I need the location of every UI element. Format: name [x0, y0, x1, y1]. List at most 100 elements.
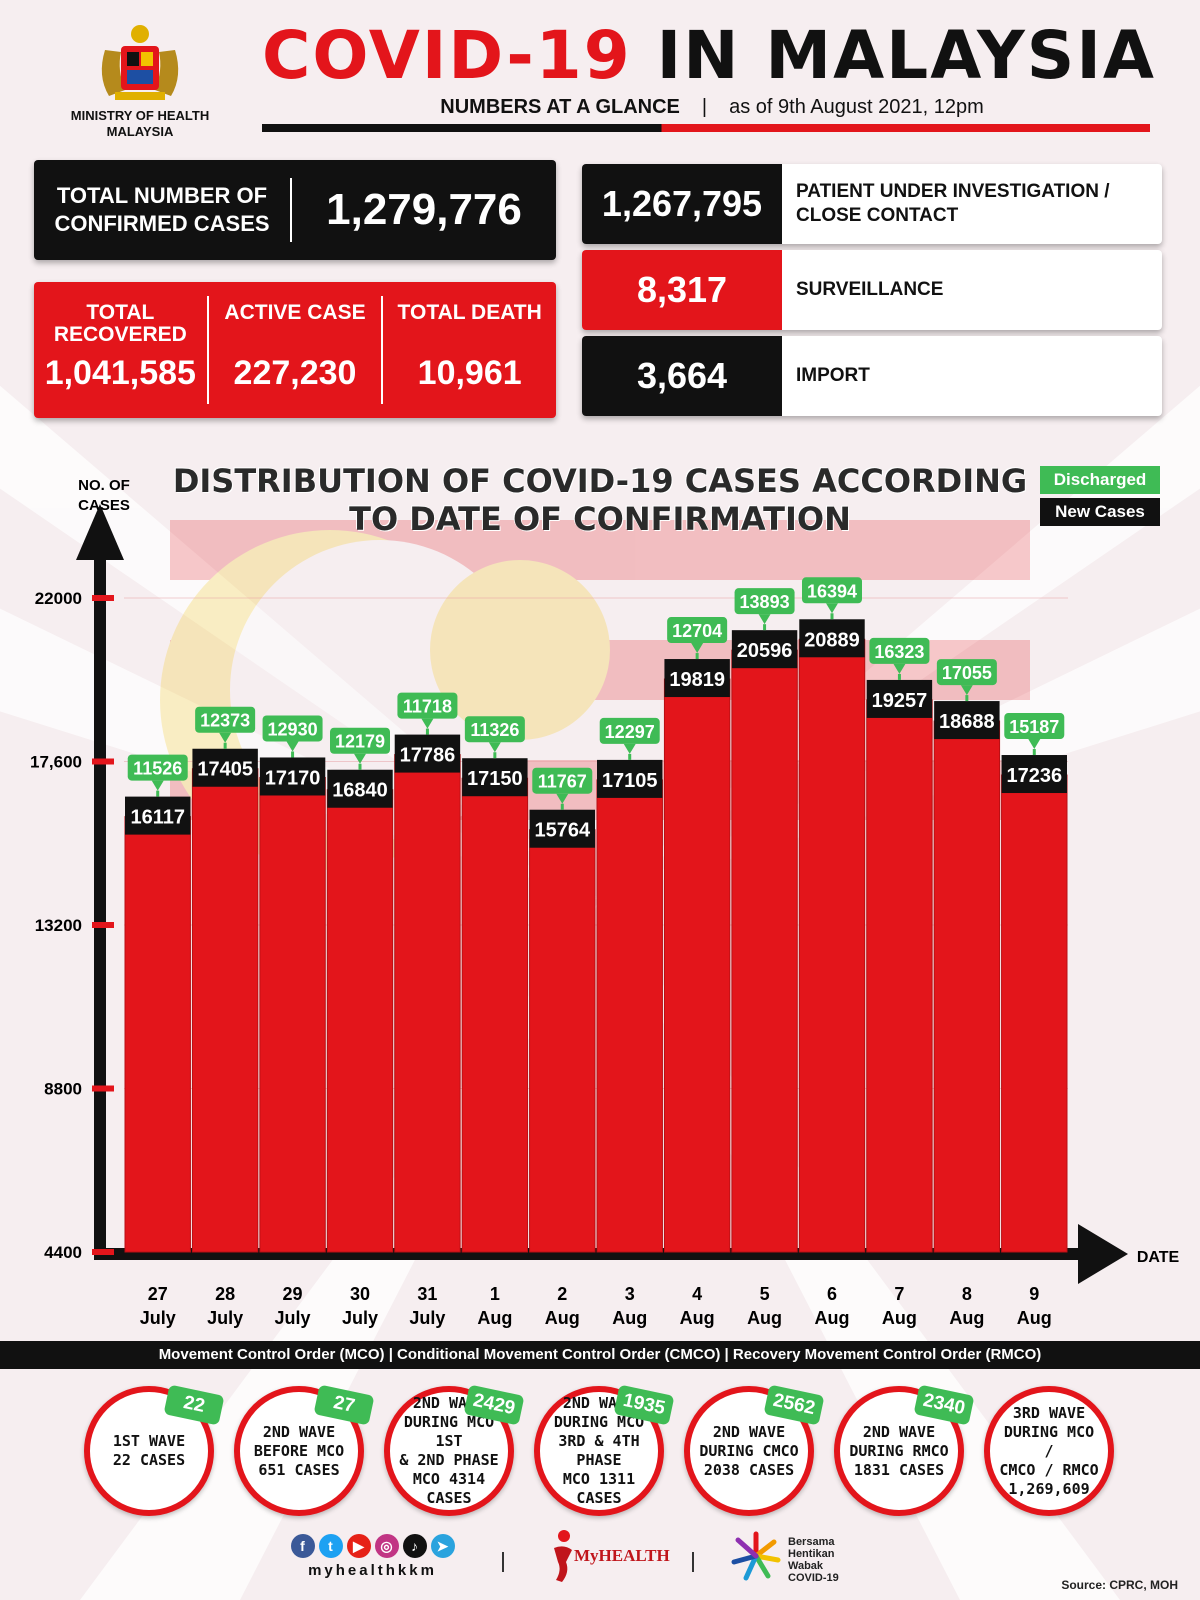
- bar: [191, 768, 259, 1253]
- x-tick-month: July: [207, 1308, 243, 1328]
- source-row-import: 3,664 IMPORT: [582, 336, 1162, 416]
- discharged-pointer: [488, 742, 501, 753]
- twitter-icon[interactable]: t: [318, 1534, 343, 1558]
- source-row-pui: 1,267,795 PATIENT UNDER INVESTIGATION / …: [582, 164, 1162, 244]
- wave-circle: 2ND WAVE BEFORE MCO 651 CASES 27: [234, 1384, 375, 1516]
- new-cases-label: 19257: [872, 690, 928, 712]
- discharged-label: 12373: [200, 711, 250, 731]
- x-tick-day: 28: [215, 1284, 235, 1304]
- new-cases-label-box: [1001, 755, 1067, 794]
- discharged-pointer: [151, 780, 164, 791]
- x-axis-label: DATE: [1137, 1249, 1180, 1266]
- discharged-label-box: [127, 754, 188, 781]
- discharged-pointer: [1028, 739, 1041, 750]
- y-tick-mark: [92, 1085, 114, 1092]
- x-tick-month: Aug: [477, 1308, 512, 1328]
- tiktok-icon[interactable]: ♪: [402, 1534, 427, 1558]
- new-cases-label: 16117: [130, 807, 185, 829]
- x-tick-day: 2: [557, 1284, 567, 1304]
- legend-discharged: Discharged: [1040, 466, 1160, 494]
- discharged-label-box: [869, 637, 930, 664]
- new-cases-label-box: [866, 679, 933, 718]
- bar: [663, 678, 731, 1253]
- wave-circle: 2ND WAVE DURING MCO 1ST & 2ND PHASE MCO …: [384, 1384, 525, 1516]
- x-tick-month: Aug: [882, 1308, 917, 1328]
- social-handle: myhealthkkm: [308, 1562, 437, 1579]
- death-stat: TOTAL DEATH 10,961: [381, 296, 556, 404]
- death-value: 10,961: [417, 354, 522, 392]
- new-cases-label-box: [934, 701, 1000, 740]
- discharged-label: 11326: [470, 720, 519, 740]
- discharged-label: 16323: [874, 642, 924, 662]
- bar: [596, 779, 663, 1253]
- y-tick-mark: [92, 595, 114, 601]
- chart-legend: Discharged New Cases: [1040, 466, 1160, 530]
- y-tick-mark: [92, 1249, 114, 1255]
- discharged-pointer: [960, 685, 973, 696]
- facebook-icon[interactable]: f: [290, 1534, 315, 1558]
- wave-badge: 2340: [913, 1384, 975, 1426]
- discharged-pointer: [421, 718, 434, 729]
- discharged-label: 12297: [605, 722, 655, 742]
- new-cases-label: 15764: [534, 820, 590, 842]
- wave-text: 2ND WAVE BEFORE MCO 651 CASES: [253, 1422, 345, 1479]
- y-tick-label: 22000: [35, 589, 82, 608]
- discharged-pointer: [826, 603, 838, 614]
- header-rule: [262, 124, 1150, 132]
- source-value: 1,267,795: [582, 164, 782, 244]
- confirmed-label: TOTAL NUMBER OF CONFIRMED CASES: [34, 178, 292, 242]
- wave-badge: 27: [313, 1384, 375, 1426]
- y-axis: [94, 540, 106, 1260]
- y-tick-label: 17,600: [30, 753, 82, 772]
- wave-timeline: 1ST WAVE 22 CASES 22 2ND WAVE BEFORE MCO 6…: [74, 1378, 1164, 1518]
- wave-text: 3RD WAVE DURING MCO / CMCO / RMCO 1,269,…: [999, 1403, 1099, 1498]
- wave-circle: 3RD WAVE DURING MCO / CMCO / RMCO 1,269,…: [984, 1386, 1114, 1516]
- discharged-label: 17055: [942, 663, 992, 683]
- subtitle-separator: |: [701, 96, 708, 118]
- wave-text: 1ST WAVE 22 CASES: [112, 1432, 186, 1469]
- x-tick-month: Aug: [815, 1308, 850, 1328]
- wave-circle: 2ND WAVE DURING RMCO 1831 CASES 2340: [834, 1384, 975, 1516]
- wave-circle: 2ND WAVE DURING CMCO 2038 CASES 2562: [684, 1384, 825, 1516]
- bar: [394, 754, 461, 1253]
- discharged-label: 15187: [1009, 717, 1059, 737]
- x-tick-month: July: [342, 1308, 378, 1328]
- x-tick-day: 30: [350, 1284, 370, 1304]
- discharged-label: 13893: [740, 592, 790, 612]
- new-cases-label-box: [664, 659, 730, 698]
- social-icons: f t ▶ ◎ ♪ ➤: [285, 1534, 460, 1558]
- x-tick-day: 9: [1029, 1284, 1039, 1304]
- discharged-label-box: [262, 715, 323, 742]
- myhealth-figure-icon: [554, 1530, 572, 1582]
- telegram-icon[interactable]: ➤: [430, 1534, 455, 1558]
- social-links: f t ▶ ◎ ♪ ➤ myhealthkkm: [285, 1534, 460, 1579]
- recovered-value: 1,041,585: [44, 354, 196, 392]
- source-label: SURVEILLANCE: [796, 279, 944, 300]
- x-tick-month: July: [409, 1308, 445, 1328]
- new-cases-label-box: [731, 630, 798, 669]
- discharged-label: 11718: [403, 697, 452, 717]
- x-tick-month: Aug: [680, 1308, 715, 1328]
- discharged-label: 12930: [268, 719, 318, 739]
- discharged-pointer: [286, 741, 299, 752]
- instagram-icon[interactable]: ◎: [374, 1534, 399, 1558]
- youtube-icon[interactable]: ▶: [346, 1534, 371, 1558]
- new-cases-label: 18688: [939, 711, 995, 733]
- ministry-name: MINISTRY OF HEALTH MALAYSIA: [70, 108, 210, 139]
- discharged-label: 11767: [538, 772, 587, 792]
- wave-circle: 2ND WAVE DURING MCO 3RD & 4TH PHASE MCO …: [534, 1384, 675, 1516]
- discharged-label-box: [802, 577, 862, 604]
- source-row-surveillance: 8,317 SURVEILLANCE: [582, 250, 1162, 330]
- discharged-label-box: [464, 716, 525, 743]
- legend-new-cases: New Cases: [1040, 498, 1160, 526]
- wave-text: 2ND WAVE DURING MCO 1ST & 2ND PHASE MCO …: [399, 1394, 499, 1507]
- discharged-pointer: [556, 793, 569, 804]
- footer-divider: [502, 1552, 504, 1572]
- wave-circle: 1ST WAVE 22 CASES 22: [84, 1384, 225, 1516]
- subtitle-main: NUMBERS AT A GLANCE: [440, 96, 680, 118]
- control-order-banner: Movement Control Order (MCO) | Condition…: [0, 1341, 1200, 1369]
- discharged-pointer: [354, 753, 366, 764]
- bar: [326, 789, 394, 1253]
- discharged-label-box: [599, 717, 660, 744]
- new-cases-label-box: [529, 809, 595, 848]
